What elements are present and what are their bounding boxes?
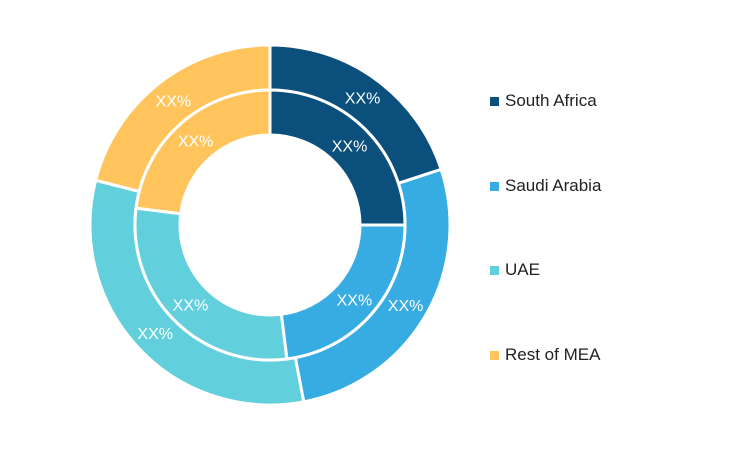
inner-slice-uae xyxy=(133,206,289,362)
legend-label-rest-of-mea: Rest of MEA xyxy=(505,345,601,364)
legend-swatch-rest-of-mea xyxy=(490,350,499,360)
outer-label-uae: XX% xyxy=(137,326,173,343)
inner-label-rest-of-mea: XX% xyxy=(178,134,214,151)
legend-label-south-africa: South Africa xyxy=(505,91,597,110)
legend: South Africa Saudi Arabia UAE Rest of ME… xyxy=(490,0,730,450)
legend-swatch-south-africa xyxy=(490,96,499,106)
outer-label-south-africa: XX% xyxy=(345,91,381,108)
legend-label-uae: UAE xyxy=(505,260,540,279)
legend-item-uae: UAE xyxy=(490,258,540,282)
legend-item-saudi-arabia: Saudi Arabia xyxy=(490,174,601,198)
inner-slice-rest-of-mea xyxy=(134,88,272,216)
inner-label-uae: XX% xyxy=(173,298,209,315)
legend-swatch-uae xyxy=(490,265,499,275)
inner-label-saudi-arabia: XX% xyxy=(337,292,373,309)
legend-label-saudi-arabia: Saudi Arabia xyxy=(505,176,602,195)
outer-label-saudi-arabia: XX% xyxy=(388,298,424,315)
legend-item-south-africa: South Africa xyxy=(490,89,597,113)
legend-item-rest-of-mea: Rest of MEA xyxy=(490,343,600,367)
inner-label-south-africa: XX% xyxy=(332,138,368,155)
legend-swatch-saudi-arabia xyxy=(490,181,499,191)
outer-label-rest-of-mea: XX% xyxy=(156,94,192,111)
